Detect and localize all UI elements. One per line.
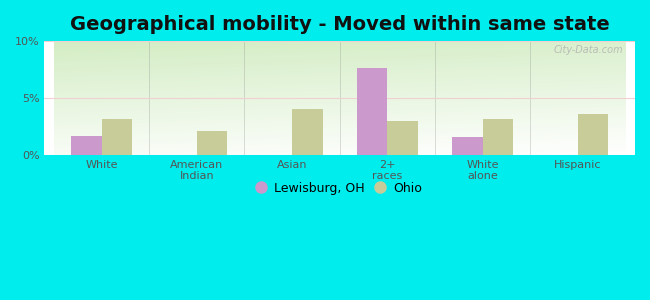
Bar bbox=[482, 118, 513, 155]
Bar bbox=[292, 110, 322, 155]
Bar bbox=[101, 118, 132, 155]
Legend: Lewisburg, OH, Ohio: Lewisburg, OH, Ohio bbox=[252, 176, 428, 201]
Title: Geographical mobility - Moved within same state: Geographical mobility - Moved within sam… bbox=[70, 15, 610, 34]
Bar bbox=[71, 136, 101, 155]
Bar bbox=[578, 114, 608, 155]
Bar bbox=[452, 137, 482, 155]
Bar bbox=[357, 68, 387, 155]
Text: City-Data.com: City-Data.com bbox=[554, 44, 623, 55]
Bar bbox=[197, 131, 227, 155]
Bar bbox=[387, 121, 418, 155]
